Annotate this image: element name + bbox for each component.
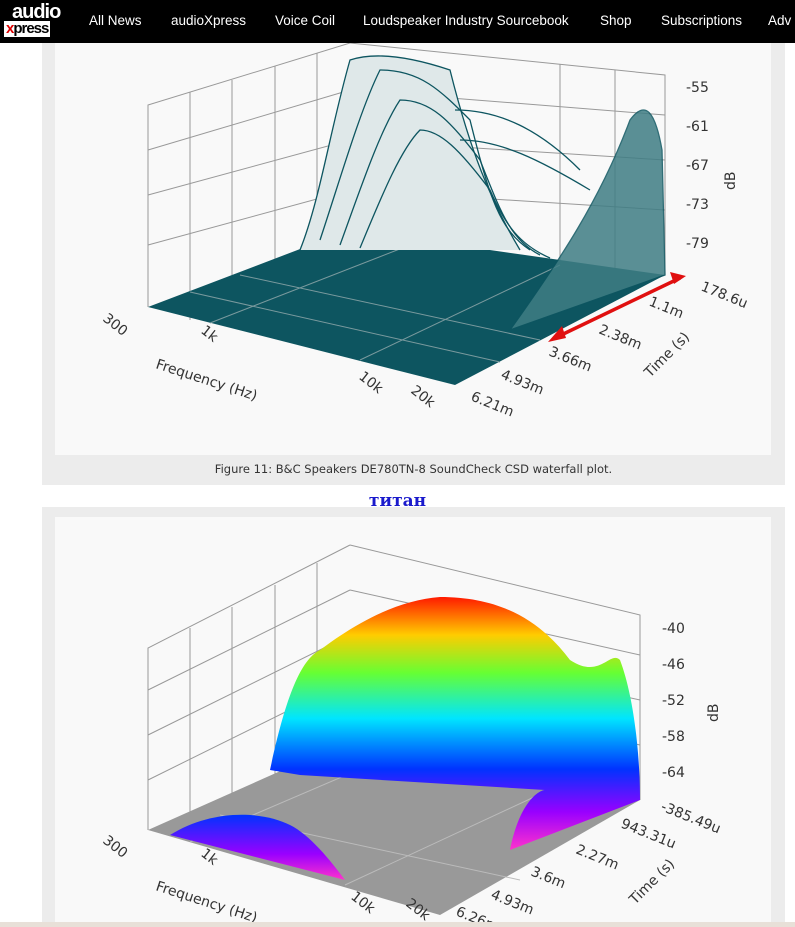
nav-loudspeaker-sourcebook[interactable]: Loudspeaker Industry Sourcebook	[363, 13, 569, 28]
nav-voice-coil[interactable]: Voice Coil	[275, 13, 336, 28]
z-tick: -64	[662, 765, 685, 781]
y-tick: 4.93m	[489, 887, 537, 919]
figure-caption: Figure 11: B&C Speakers DE780TN-8 SoundC…	[214, 462, 613, 476]
z-tick: -46	[662, 657, 685, 673]
z-tick: -67	[686, 158, 709, 174]
figure-image-2: -40 -46 -52 -58 -64 dB -385.49u 943.31u …	[55, 517, 771, 927]
y-axis-label: Time (s)	[641, 329, 693, 381]
figure-image-1: -55 -61 -67 -73 -79 dB 178.6u 1.1m 2.38m…	[55, 42, 771, 455]
y-tick: 2.38m	[597, 322, 645, 354]
y-tick: 6.26m	[454, 904, 502, 922]
x-axis-label: Frequency (Hz)	[154, 357, 259, 405]
z-axis-label: dB	[706, 704, 722, 723]
csd-waterfall-plot-teal: -55 -61 -67 -73 -79 dB 178.6u 1.1m 2.38m…	[100, 42, 750, 421]
z-tick: -40	[662, 621, 685, 637]
z-tick: -73	[686, 197, 709, 213]
surface-floor	[148, 230, 665, 385]
nav-all-news[interactable]: All News	[89, 13, 142, 28]
x-axis-label: Frequency (Hz)	[154, 879, 259, 922]
figure-card-2: -40 -46 -52 -58 -64 dB -385.49u 943.31u …	[42, 507, 785, 927]
z-tick: -79	[686, 236, 709, 252]
z-axis-ticks: -55 -61 -67 -73 -79 dB	[686, 80, 739, 252]
y-tick: 3.6m	[529, 864, 568, 892]
z-tick: -55	[686, 80, 709, 96]
x-tick: 1k	[198, 323, 222, 347]
y-tick: 1.1m	[647, 294, 686, 322]
nav-audioxpress[interactable]: audioXpress	[171, 13, 247, 28]
top-navigation: audio xpress All News audioXpress Voice …	[0, 0, 795, 43]
y-tick: 6.21m	[469, 389, 517, 421]
surface-ridges	[299, 55, 666, 332]
horizontal-scrollbar[interactable]	[0, 922, 795, 927]
audioxpress-logo[interactable]: audio xpress	[4, 1, 61, 37]
nav-subscriptions[interactable]: Subscriptions	[661, 13, 743, 28]
csd-waterfall-plot-rainbow: -40 -46 -52 -58 -64 dB -385.49u 943.31u …	[100, 544, 723, 927]
annotation-text: титан	[368, 491, 427, 511]
x-tick: 10k	[356, 369, 387, 398]
z-tick: -61	[686, 119, 709, 135]
y-tick: 3.66m	[547, 344, 595, 376]
x-tick: 20k	[408, 383, 439, 412]
x-tick: 300	[100, 833, 131, 862]
y-tick: 4.93m	[499, 367, 547, 399]
nav-advertise[interactable]: Adv	[768, 13, 792, 28]
y-tick: -385.49u	[659, 799, 723, 837]
y-tick: 178.6u	[699, 279, 750, 312]
y-tick: 943.31u	[619, 816, 679, 853]
z-tick: -58	[662, 729, 685, 745]
z-axis-label: dB	[723, 172, 739, 191]
x-tick: 300	[100, 311, 131, 340]
z-axis-ticks: -40 -46 -52 -58 -64 dB	[662, 621, 722, 781]
floor-grid	[189, 244, 561, 363]
surface-main	[270, 597, 640, 850]
nav-shop[interactable]: Shop	[600, 13, 632, 28]
z-tick: -52	[662, 693, 685, 709]
y-axis-label: Time (s)	[626, 856, 678, 908]
figure-card-1: -55 -61 -67 -73 -79 dB 178.6u 1.1m 2.38m…	[42, 42, 785, 485]
y-tick: 2.27m	[574, 842, 622, 874]
red-arrow	[548, 272, 686, 342]
surface-low-lobe	[170, 814, 345, 880]
